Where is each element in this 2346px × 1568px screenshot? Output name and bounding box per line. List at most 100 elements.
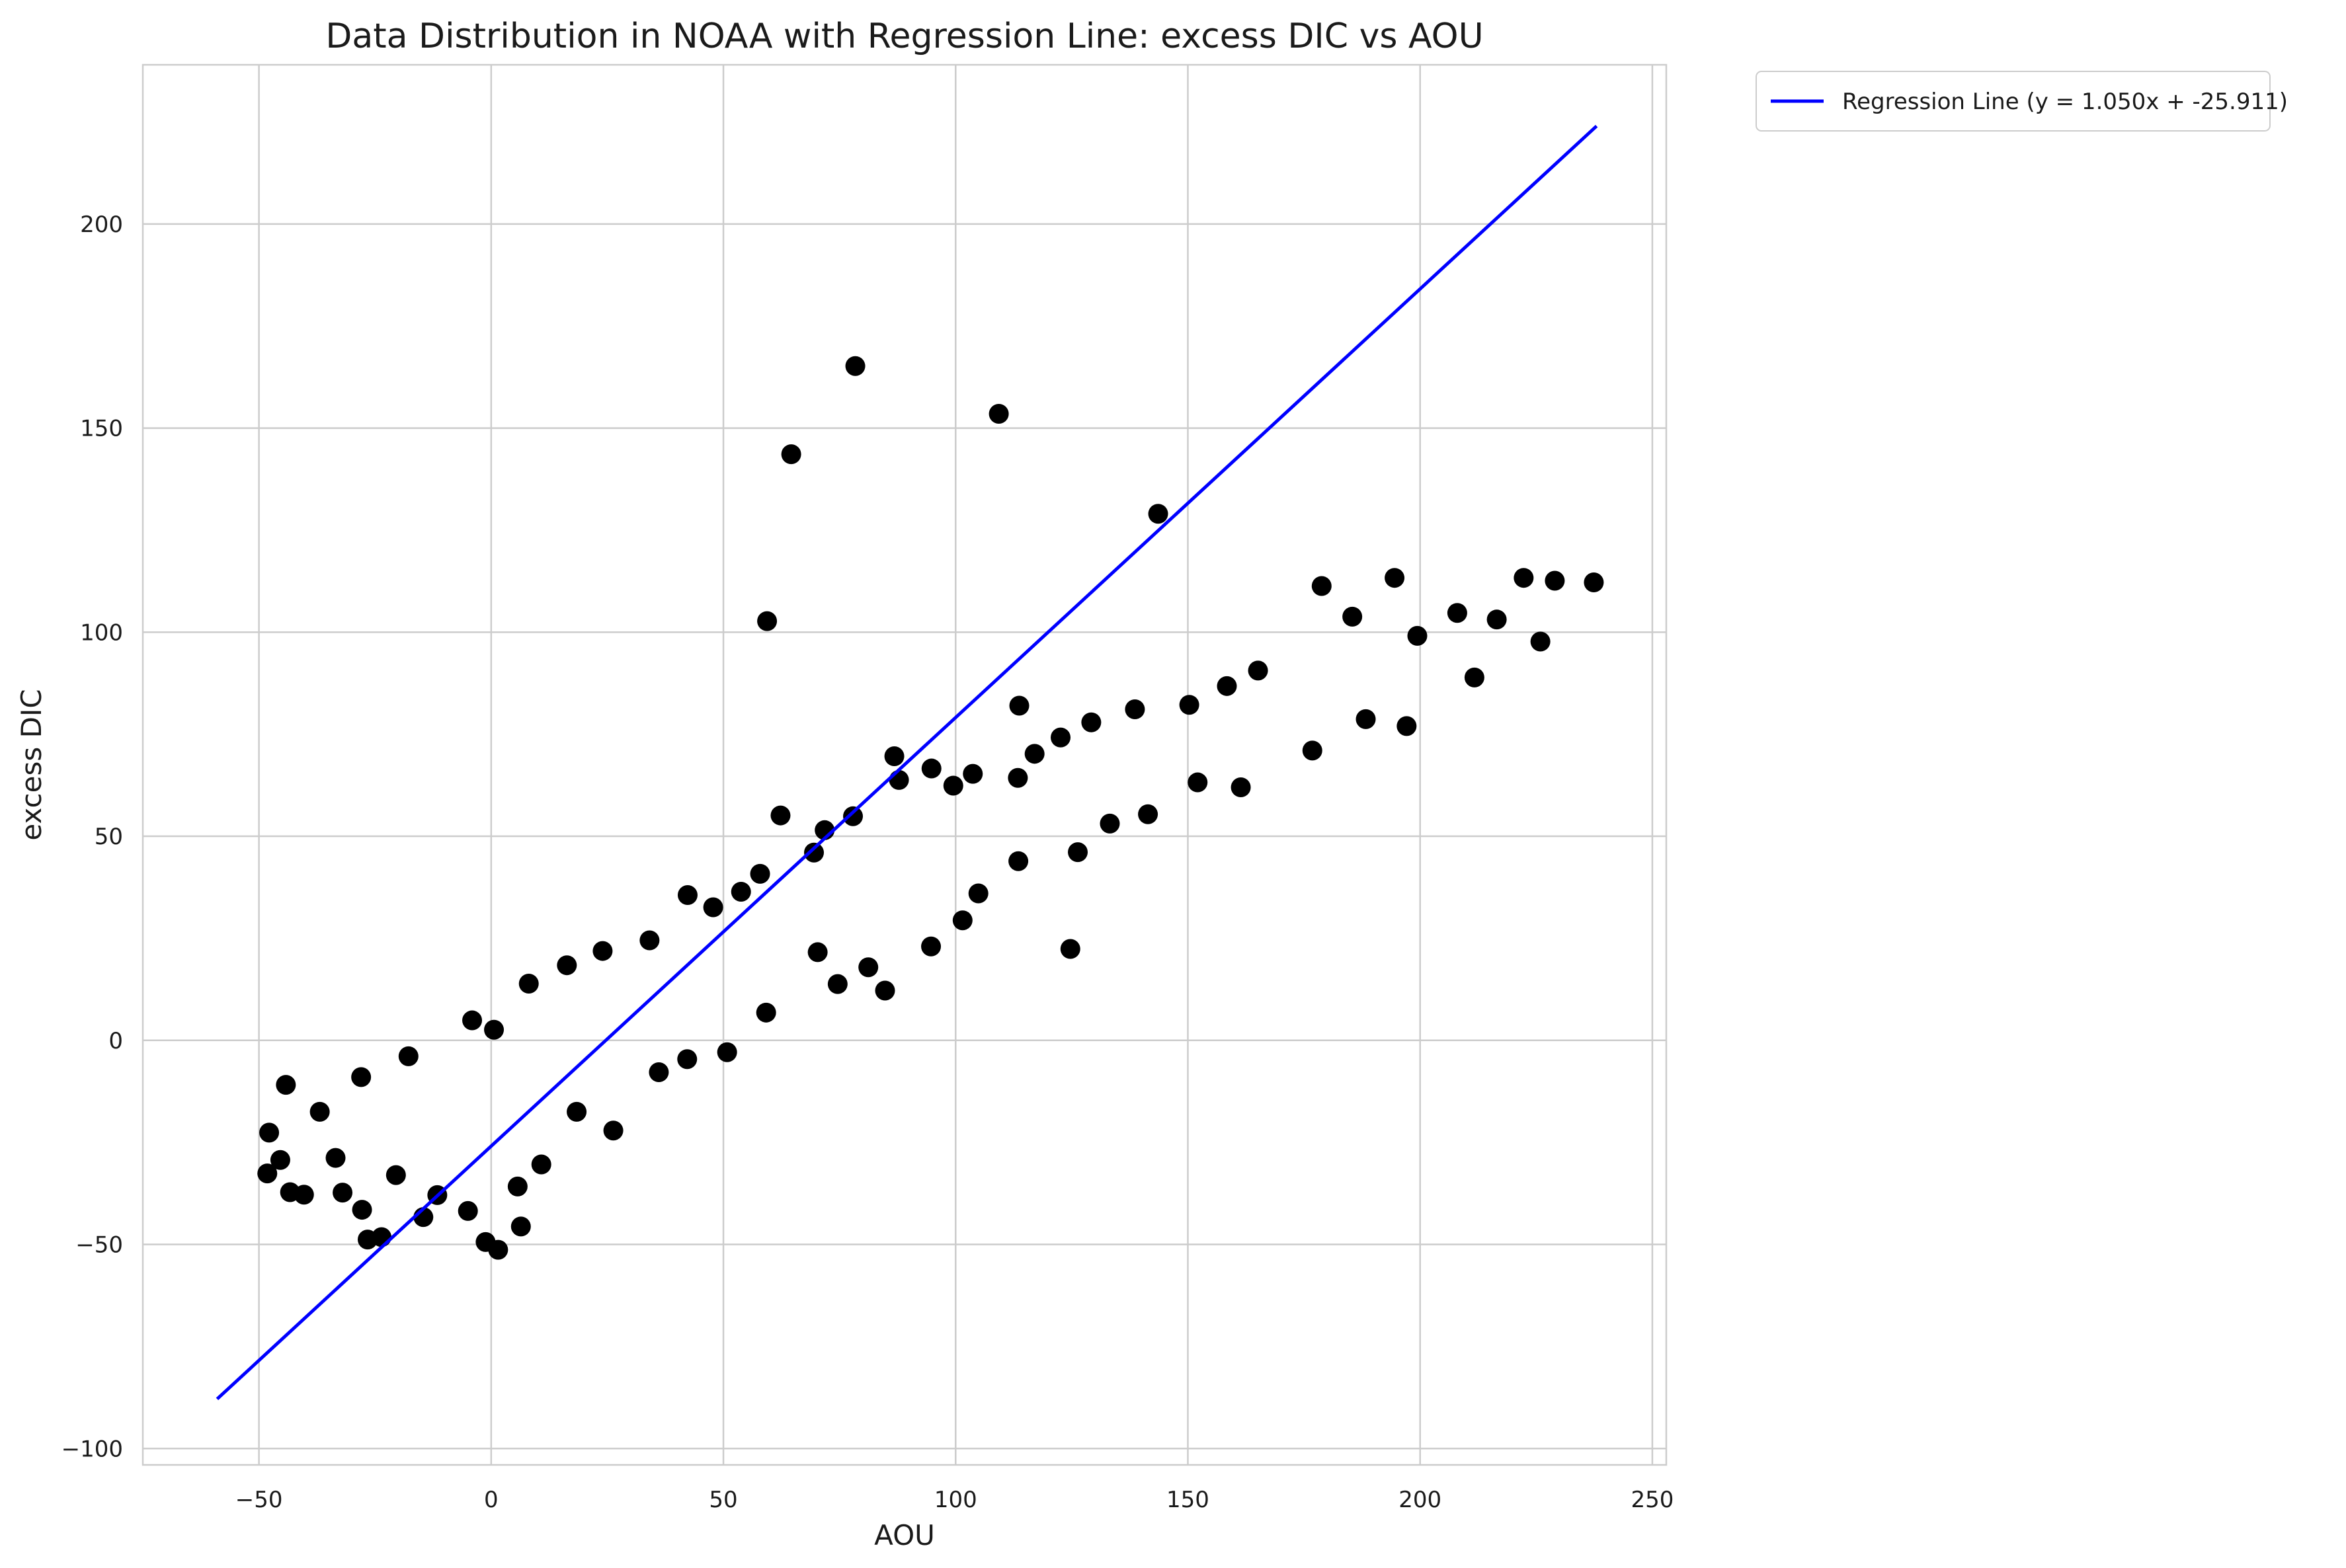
data-point: [968, 883, 989, 904]
tick-labels: −50 0 50 100 150 200 250 −100 −50 0 50 100 150 200: [61, 212, 1674, 1513]
regression-line: [216, 124, 1598, 1401]
data-point: [1355, 709, 1376, 729]
data-point: [703, 897, 723, 918]
data-point: [827, 974, 848, 994]
x-tick-label: −50: [235, 1487, 283, 1513]
data-point: [507, 1176, 528, 1196]
data-point: [1248, 660, 1268, 681]
data-point: [639, 930, 660, 951]
data-point: [1024, 744, 1045, 764]
data-point: [875, 980, 895, 1001]
x-tick-label: 0: [484, 1487, 499, 1513]
data-point: [1138, 804, 1158, 824]
scatter-points: [257, 356, 1604, 1260]
data-point: [352, 1200, 372, 1220]
data-point: [1179, 695, 1199, 715]
data-point: [1100, 813, 1120, 834]
data-point: [1148, 504, 1168, 524]
data-point: [756, 1002, 776, 1023]
x-tick-label: 50: [709, 1487, 737, 1513]
data-point: [1302, 740, 1322, 761]
data-point: [518, 973, 539, 994]
data-point: [750, 863, 770, 884]
data-point: [770, 805, 791, 826]
y-tick-label: 150: [80, 416, 123, 442]
y-axis-label: excess DIC: [15, 689, 48, 840]
y-tick-label: 0: [108, 1028, 123, 1054]
data-point: [484, 1019, 505, 1040]
data-point: [781, 444, 801, 465]
data-point: [858, 957, 879, 978]
data-point: [294, 1185, 314, 1205]
data-point: [1060, 939, 1080, 959]
data-point: [1385, 568, 1405, 588]
data-point: [325, 1148, 346, 1168]
data-point: [921, 936, 942, 957]
data-point: [531, 1154, 551, 1175]
data-point: [843, 806, 864, 826]
grid: [143, 65, 1666, 1465]
data-point: [1486, 609, 1507, 630]
data-point: [1009, 695, 1030, 716]
plot-frame: [142, 63, 1668, 1466]
data-point: [603, 1120, 624, 1141]
data-point: [1396, 716, 1417, 736]
data-point: [333, 1183, 353, 1203]
data-point: [1311, 576, 1332, 596]
data-point: [804, 842, 825, 863]
data-point: [259, 1122, 280, 1143]
x-tick-label: 200: [1398, 1487, 1441, 1513]
data-point: [592, 941, 613, 961]
data-point: [372, 1227, 392, 1247]
data-point: [677, 1049, 698, 1070]
data-point: [1545, 570, 1565, 591]
data-point: [1530, 631, 1551, 652]
legend-box: [1756, 71, 2271, 132]
x-tick-label: 150: [1166, 1487, 1209, 1513]
data-point: [807, 942, 828, 962]
data-point: [1217, 676, 1237, 696]
y-tick-label: 50: [95, 824, 123, 850]
data-point: [462, 1010, 483, 1031]
data-point: [1407, 625, 1428, 646]
data-point: [1008, 851, 1029, 871]
data-point: [989, 403, 1009, 424]
data-point: [1188, 772, 1208, 793]
x-axis-label: AOU: [874, 1519, 935, 1551]
data-point: [889, 769, 909, 790]
data-point: [458, 1200, 478, 1221]
x-tick-label: 250: [1631, 1487, 1674, 1513]
y-tick-label: −100: [61, 1436, 123, 1462]
data-point: [1231, 777, 1251, 797]
data-point: [1008, 767, 1028, 788]
y-tick-label: 200: [80, 212, 123, 238]
data-point: [351, 1067, 372, 1087]
legend-label: Regression Line (y = 1.050x + -25.911): [1842, 89, 2288, 115]
x-tick-label: 100: [934, 1487, 977, 1513]
data-point: [557, 955, 577, 976]
data-point: [1081, 712, 1102, 732]
data-point: [1447, 603, 1467, 623]
data-point: [1342, 606, 1363, 627]
data-point: [1068, 842, 1088, 863]
legend: Regression Line (y = 1.050x + -25.911): [1756, 71, 2288, 132]
data-point: [398, 1046, 419, 1066]
data-point: [952, 910, 973, 931]
data-point: [649, 1062, 669, 1082]
data-point: [845, 356, 866, 376]
data-point: [567, 1101, 587, 1122]
data-point: [717, 1042, 737, 1062]
data-point: [488, 1239, 508, 1260]
data-point: [1584, 572, 1604, 592]
data-point: [270, 1150, 290, 1170]
data-point: [943, 775, 963, 796]
data-point: [884, 746, 905, 767]
y-tick-label: 100: [80, 619, 123, 646]
data-point: [276, 1075, 296, 1095]
data-point: [921, 758, 942, 779]
data-point: [1514, 568, 1534, 588]
data-point: [963, 764, 983, 784]
data-point: [257, 1163, 278, 1184]
data-point: [757, 611, 778, 631]
